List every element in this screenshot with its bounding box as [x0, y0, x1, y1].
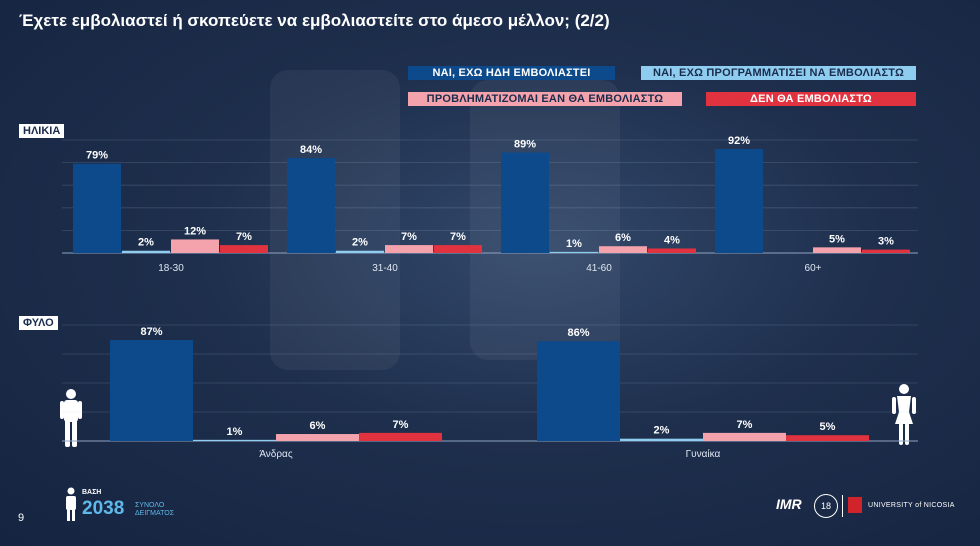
university-logo-icon [848, 497, 862, 513]
imr-logo: IMR [776, 496, 802, 512]
category-label: Γυναίκα [686, 448, 721, 460]
logo-divider [842, 495, 843, 517]
category-label: 41-60 [586, 263, 612, 274]
person-icon [66, 487, 76, 521]
data-label: 4% [664, 234, 680, 246]
data-label: 1% [227, 426, 243, 438]
bar [537, 341, 620, 441]
base-value: 2038 [82, 498, 125, 519]
data-label: 89% [514, 138, 536, 150]
bar [122, 250, 170, 253]
bar [813, 247, 861, 253]
data-label: 5% [829, 233, 845, 245]
bar [336, 250, 384, 253]
legend-scheduled: ΝΑΙ, ΕΧΩ ΠΡΟΓΡΑΜΜΑΤΙΣΕΙ ΝΑ ΕΜΒΟΛΙΑΣΤΩ [641, 66, 916, 80]
legend-hesitant: ΠΡΟΒΛΗΜΑΤΙΖΟΜΑΙ ΕΑΝ ΘΑ ΕΜΒΟΛΙΑΣΤΩ [408, 92, 682, 106]
bar [287, 158, 335, 253]
category-label: 18-30 [158, 263, 184, 274]
bar [110, 340, 193, 441]
bar [786, 435, 869, 441]
university-name: UNIVERSITY of NICOSIA [868, 502, 955, 509]
bar [703, 432, 786, 441]
bar [501, 152, 549, 253]
category-label: 60+ [805, 263, 822, 274]
data-label: 7% [236, 231, 252, 243]
data-label: 7% [737, 419, 753, 431]
legend-refuse: ΔΕΝ ΘΑ ΕΜΒΟΛΙΑΣΤΩ [706, 92, 916, 106]
bar [359, 432, 442, 441]
bar [620, 438, 703, 441]
data-label: 84% [300, 144, 322, 156]
section-label-age: ΗΛΙΚΙΑ [19, 124, 65, 138]
data-label: 2% [352, 237, 368, 249]
bar [73, 163, 121, 253]
chart-group-0: 79% 2% 12% 7% 18-30 84% 2% 7% 7% 31-40 89% 1% 6% 4% 41… [62, 135, 918, 274]
category-label: 31-40 [372, 263, 398, 274]
bar [648, 248, 696, 253]
category-label: Άνδρας [259, 449, 293, 460]
data-label: 1% [566, 238, 582, 250]
male-figure-icon [60, 389, 82, 447]
data-label: 3% [878, 236, 894, 248]
bar [276, 434, 359, 441]
bar [715, 149, 763, 253]
bar [385, 245, 433, 253]
data-label: 92% [728, 135, 750, 147]
section-label-gender: ΦΥΛΟ [19, 316, 58, 330]
chart-group-1: 87% 1% 6% 7% Άνδρας 86% 2% 7% 5% Γυναίκα [62, 324, 918, 460]
data-label: 5% [820, 421, 836, 433]
data-label: 7% [450, 231, 466, 243]
data-label: 6% [310, 420, 326, 432]
bar [599, 246, 647, 253]
data-label: 2% [138, 237, 154, 249]
bar [220, 245, 268, 253]
data-label: 6% [615, 232, 631, 244]
legend-vaccinated: ΝΑΙ, ΕΧΩ ΗΔΗ ΕΜΒΟΛΙΑΣΤΕΙ [408, 66, 615, 80]
base-sublabel: ΣΥΝΟΛΟ ΔΕΙΓΜΑΤΟΣ [135, 502, 175, 517]
bar [193, 439, 276, 441]
page-number: 9 [18, 512, 25, 524]
data-label: 79% [86, 150, 108, 162]
data-label: 7% [401, 231, 417, 243]
data-label: 87% [140, 326, 162, 338]
data-label: 7% [393, 419, 409, 431]
female-figure-icon [892, 384, 916, 445]
bar [862, 249, 910, 253]
bar [434, 245, 482, 253]
anniversary-seal-icon: 18 [814, 494, 838, 518]
data-label: 86% [567, 327, 589, 339]
page-title: Έχετε εμβολιαστεί ή σκοπεύετε να εμβολια… [19, 11, 610, 30]
data-label: 2% [654, 425, 670, 437]
bar [550, 251, 598, 253]
bar [171, 239, 219, 253]
data-label: 12% [184, 225, 206, 237]
base-label: ΒΑΣΗ [82, 489, 102, 496]
